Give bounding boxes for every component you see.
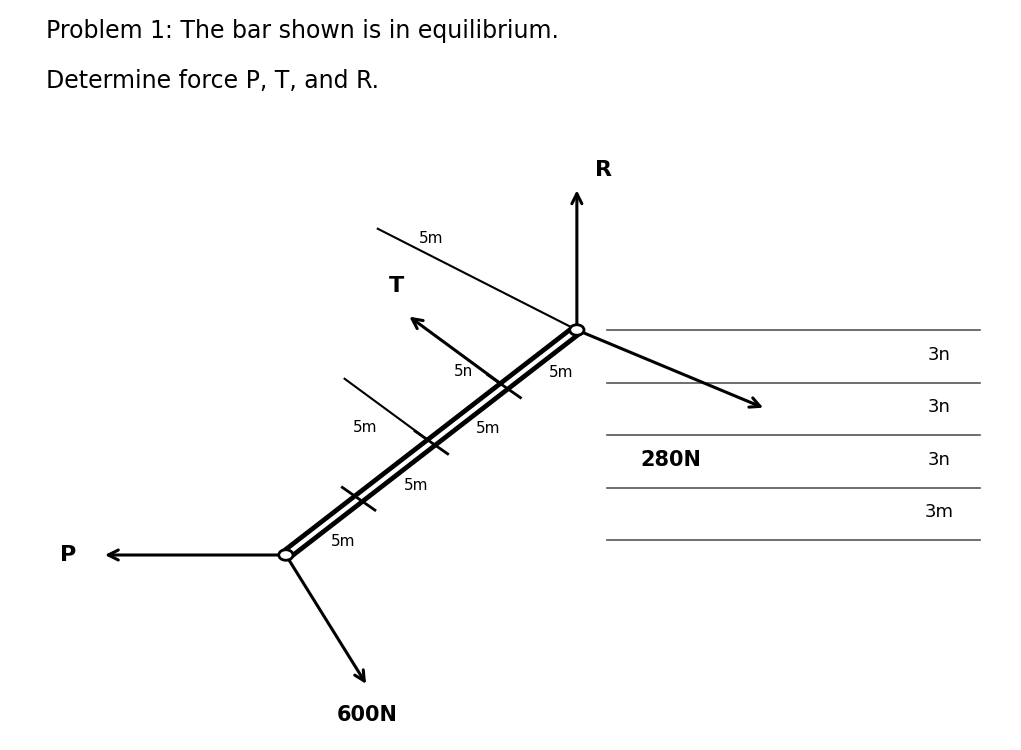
Text: R: R: [595, 160, 613, 180]
Text: 600N: 600N: [337, 705, 398, 725]
Text: 5n: 5n: [453, 364, 473, 379]
Text: T: T: [389, 276, 404, 296]
Text: 5m: 5m: [420, 231, 443, 246]
Text: Problem 1: The bar shown is in equilibrium.: Problem 1: The bar shown is in equilibri…: [46, 19, 558, 43]
Polygon shape: [281, 326, 582, 559]
Text: 3n: 3n: [928, 398, 951, 416]
Polygon shape: [284, 328, 579, 556]
Text: P: P: [60, 545, 77, 565]
Text: 5m: 5m: [353, 420, 377, 435]
Text: 5m: 5m: [403, 478, 428, 493]
Text: 3n: 3n: [928, 346, 951, 364]
Text: 5m: 5m: [549, 365, 574, 380]
Text: 280N: 280N: [641, 450, 701, 470]
Text: 5m: 5m: [476, 422, 500, 436]
Text: 5m: 5m: [331, 534, 355, 549]
Text: 3m: 3m: [925, 503, 954, 521]
Circle shape: [570, 325, 584, 335]
Text: Determine force P, T, and R.: Determine force P, T, and R.: [46, 69, 379, 93]
Text: 3n: 3n: [928, 451, 951, 469]
Circle shape: [279, 550, 293, 560]
